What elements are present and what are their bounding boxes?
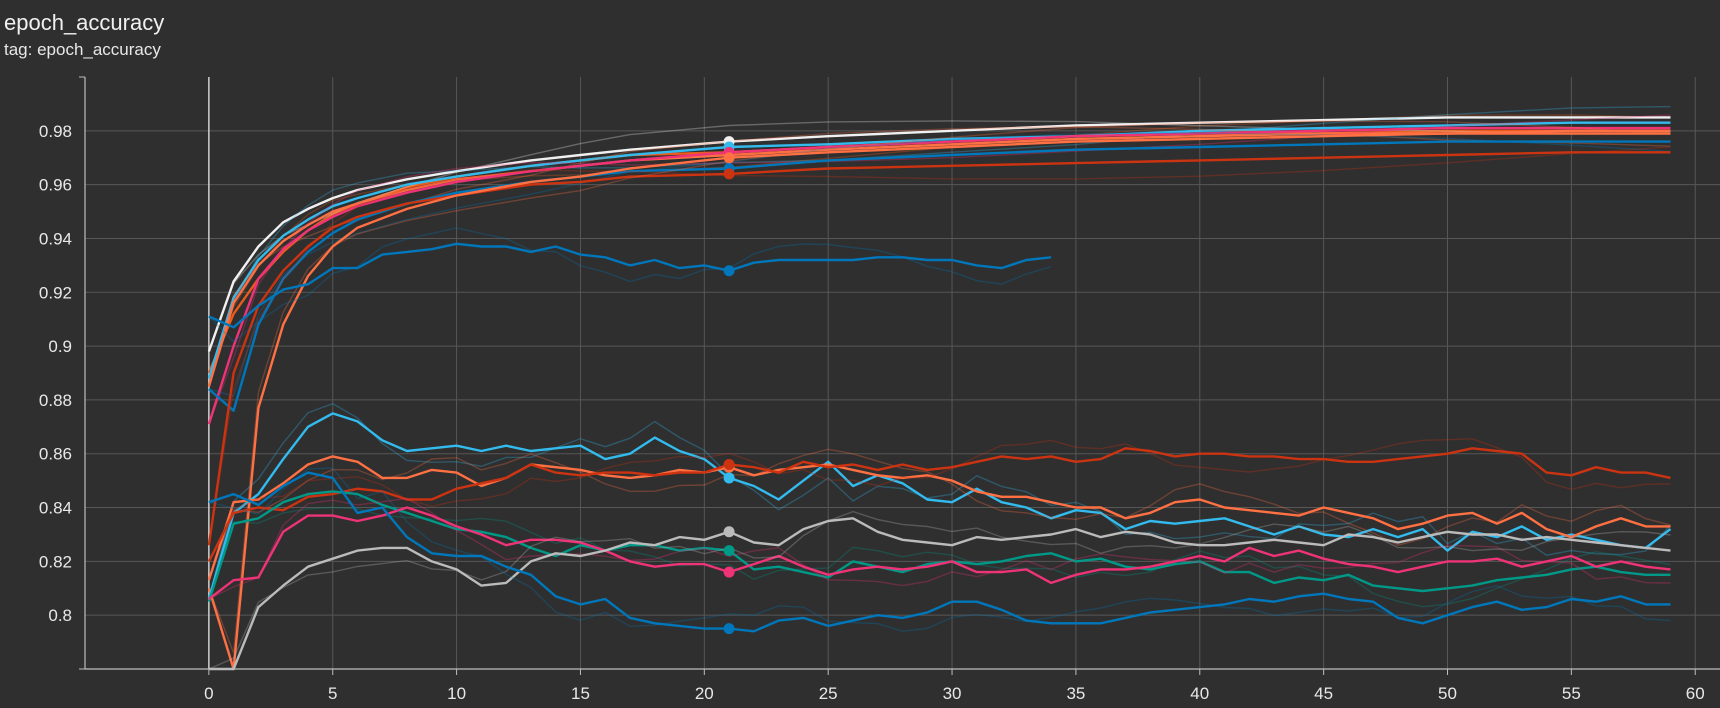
y-tick-label: 0.84 [39, 499, 72, 518]
series-raw-line [208, 120, 1671, 654]
series-marker [723, 566, 735, 578]
marker-layer [723, 136, 735, 635]
series-raw-line [208, 114, 1671, 425]
series-marker [723, 168, 735, 180]
x-tick-label: 60 [1686, 684, 1705, 703]
series-raw-line [208, 506, 1671, 608]
series-line[interactable] [207, 126, 1671, 425]
series-line[interactable] [207, 412, 1672, 600]
y-tick-label: 0.96 [39, 176, 72, 195]
x-tick-label: 40 [1190, 684, 1209, 703]
grid-layer [85, 77, 1720, 669]
x-tick-label: 10 [447, 684, 466, 703]
series-line[interactable] [208, 242, 1052, 329]
series-line[interactable] [207, 151, 1671, 546]
series-line[interactable] [207, 116, 1671, 352]
series-line[interactable] [208, 517, 1671, 671]
y-tick-label: 0.9 [48, 337, 72, 356]
y-tick-label: 0.94 [39, 229, 72, 248]
y-tick-label: 0.98 [39, 122, 72, 141]
series-marker [723, 545, 735, 557]
x-tick-label: 15 [571, 684, 590, 703]
chart-title: epoch_accuracy [4, 10, 165, 35]
chart-tag: tag: epoch_accuracy [4, 40, 161, 59]
series-raw-line [208, 510, 1671, 670]
x-tick-label: 30 [943, 684, 962, 703]
series-line[interactable] [207, 132, 1671, 671]
x-tick-label: 45 [1314, 684, 1333, 703]
series-marker [723, 458, 735, 470]
series-line[interactable] [207, 447, 1671, 562]
series-raw-line [208, 497, 1671, 600]
x-tick-label: 55 [1562, 684, 1581, 703]
series-raw-line [208, 438, 1671, 562]
series-marker [723, 623, 735, 635]
series-marker [723, 265, 735, 277]
series-line[interactable] [208, 506, 1671, 600]
y-tick-label: 0.86 [39, 445, 72, 464]
series-line[interactable] [207, 455, 1671, 581]
tick-label-layer: 0.8 0.82 0.84 0.86 0.88 0.9 0.92 0.94 0.96 0.98 0 5… [39, 122, 1705, 703]
series-line[interactable] [207, 490, 1671, 603]
series-line[interactable] [207, 121, 1671, 379]
series-raw-line [208, 146, 1671, 546]
series-line[interactable] [208, 471, 1671, 633]
x-tick-label: 0 [204, 684, 213, 703]
series-marker [723, 472, 735, 484]
x-tick-label: 25 [819, 684, 838, 703]
series-raw-line [208, 467, 1671, 632]
axis-layer [79, 76, 1720, 675]
x-tick-label: 20 [695, 684, 714, 703]
x-tick-label: 35 [1066, 684, 1085, 703]
series-marker [723, 526, 735, 538]
series-line[interactable] [207, 129, 1671, 387]
chart-header: epoch_accuracy tag: epoch_accuracy [4, 10, 164, 62]
y-tick-label: 0.82 [39, 552, 72, 571]
x-tick-label: 5 [328, 684, 337, 703]
series-raw-line [208, 114, 1671, 374]
x-tick-label: 50 [1438, 684, 1457, 703]
y-tick-label: 0.88 [39, 391, 72, 410]
series-marker [723, 152, 735, 164]
series-layer[interactable] [207, 105, 1672, 671]
series-raw-line [208, 132, 1671, 398]
y-tick-label: 0.8 [48, 606, 72, 625]
series-raw-line [208, 105, 1671, 379]
y-tick-label: 0.92 [39, 283, 72, 302]
